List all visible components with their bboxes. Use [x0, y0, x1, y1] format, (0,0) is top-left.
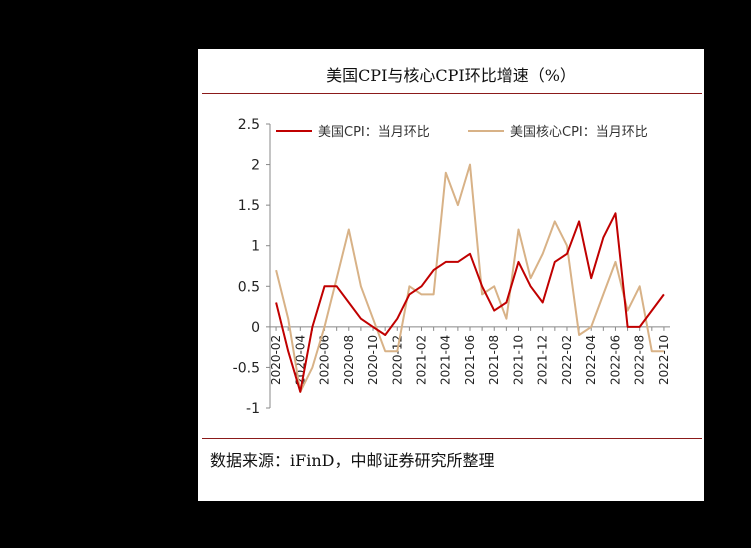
y-tick-label: 0.5 — [238, 279, 260, 295]
legend-item-cpi-label: 美国CPI：当月环比 — [318, 125, 430, 140]
series-lines — [275, 163, 665, 393]
x-tick-label: 2022-10 — [657, 335, 671, 385]
x-tick-label: 2020-06 — [318, 335, 332, 385]
y-tick-label: 2.5 — [238, 117, 260, 133]
legend-item-core-cpi-label: 美国核心CPI：当月环比 — [510, 125, 648, 140]
source-divider — [202, 438, 702, 439]
y-tick-label: 1 — [251, 239, 260, 255]
title-divider — [202, 93, 702, 94]
legend: 美国CPI：当月环比 美国核心CPI：当月环比 — [276, 125, 648, 140]
x-tick-label: 2021-02 — [415, 335, 429, 385]
x-tick-label: 2020-08 — [342, 335, 356, 385]
x-tick-label: 2022-02 — [560, 335, 574, 385]
y-axis-ticks: -1 -0.5 0 0.5 1 1.5 2 2.5 — [233, 117, 270, 417]
y-tick-label: -0.5 — [233, 360, 260, 376]
x-tick-label: 2021-12 — [536, 335, 550, 385]
x-tick-label: 2020-10 — [366, 335, 380, 385]
y-tick-label: 1.5 — [238, 198, 260, 214]
source-note: 数据来源：iFinD，中邮证券研究所整理 — [210, 451, 495, 470]
series-line-cpi — [275, 212, 665, 393]
x-axis-ticks: 2020-02 2020-04 2020-06 2020-08 2020-10 2020-… — [269, 326, 671, 385]
chart-panel: 美国CPI与核心CPI环比增速（%） -1 -0.5 0 0.5 1 1.5 2 2.5 20… — [198, 49, 704, 501]
y-tick-label: -1 — [246, 401, 260, 417]
x-tick-label: 2022-06 — [608, 335, 622, 385]
x-tick-label: 2020-12 — [390, 335, 404, 385]
x-tick-label: 2021-08 — [487, 335, 501, 385]
chart-title: 美国CPI与核心CPI环比增速（%） — [326, 66, 576, 85]
series-line-core-cpi — [275, 163, 664, 393]
x-tick-label: 2021-10 — [511, 335, 525, 385]
x-tick-label: 2022-04 — [584, 335, 598, 385]
x-tick-label: 2021-06 — [463, 335, 477, 385]
line-chart: -1-0.500.511.522.5 2020-02 2020-04 2020-06… — [233, 117, 671, 417]
x-tick-label: 2020-02 — [269, 335, 283, 385]
x-tick-label: 2021-04 — [439, 335, 453, 385]
y-tick-label: 2 — [251, 158, 260, 174]
x-tick-label: 2022-08 — [633, 335, 647, 385]
y-tick-label: 0 — [251, 320, 260, 336]
